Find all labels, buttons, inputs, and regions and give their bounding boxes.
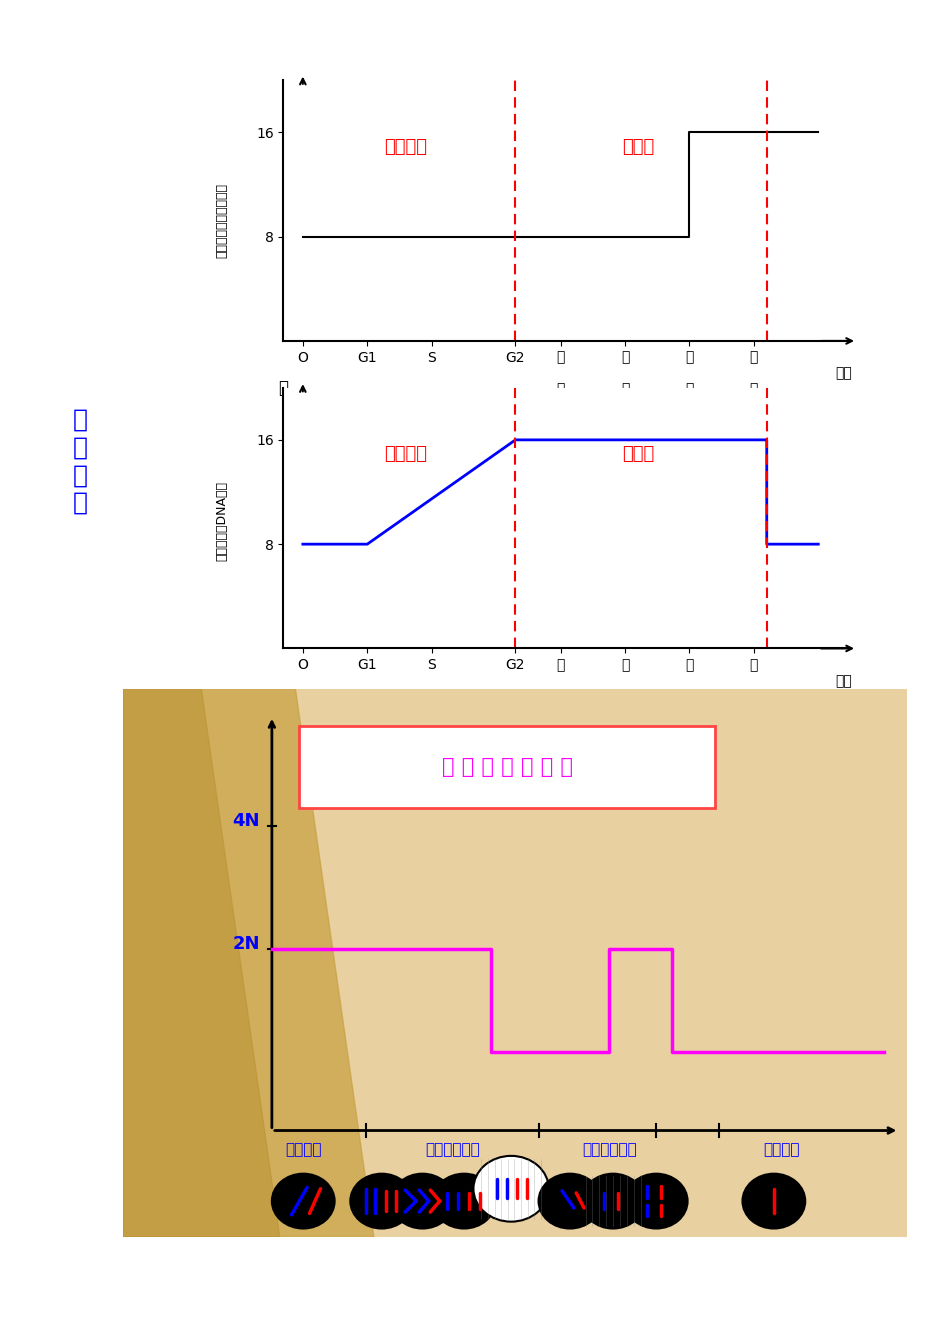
- Text: 分裂期: 分裂期: [621, 138, 653, 156]
- Text: 期: 期: [556, 690, 565, 703]
- Circle shape: [582, 1174, 644, 1229]
- Circle shape: [432, 1174, 495, 1229]
- Circle shape: [624, 1174, 687, 1229]
- Text: 一个细胞中染色体数量: 一个细胞中染色体数量: [215, 183, 228, 258]
- Circle shape: [391, 1174, 453, 1229]
- FancyBboxPatch shape: [299, 726, 715, 809]
- Text: 初级精母细胞: 初级精母细胞: [425, 1143, 480, 1158]
- Text: 期: 期: [749, 382, 757, 396]
- Circle shape: [742, 1174, 804, 1229]
- Text: 精原细胞: 精原细胞: [285, 1143, 321, 1158]
- Polygon shape: [123, 689, 279, 1237]
- Text: 乙: 乙: [278, 380, 288, 397]
- Text: 一个细胞中DNA数量: 一个细胞中DNA数量: [215, 481, 228, 562]
- Circle shape: [473, 1157, 548, 1222]
- Text: 有
丝
分
裂: 有 丝 分 裂: [73, 408, 88, 515]
- Text: 甲: 甲: [278, 687, 288, 705]
- Text: 染 色 体 变 化 曲 线: 染 色 体 变 化 曲 线: [441, 757, 572, 777]
- Text: 分裂间期: 分裂间期: [384, 138, 427, 156]
- Text: 期: 期: [684, 382, 693, 396]
- Text: 次级精母细胞: 次级精母细胞: [582, 1143, 636, 1158]
- Circle shape: [538, 1174, 600, 1229]
- Text: 精子细胞: 精子细胞: [763, 1143, 800, 1158]
- Text: 期: 期: [556, 382, 565, 396]
- Text: 4N: 4N: [232, 812, 260, 829]
- Text: 时间: 时间: [834, 674, 851, 689]
- Circle shape: [272, 1174, 334, 1229]
- Polygon shape: [123, 689, 374, 1237]
- Text: 分裂期: 分裂期: [621, 445, 653, 464]
- Text: 分裂间期: 分裂间期: [384, 445, 427, 464]
- Text: 期: 期: [620, 382, 629, 396]
- Text: 期: 期: [620, 690, 629, 703]
- Text: 时间: 时间: [834, 366, 851, 381]
- Text: 期: 期: [749, 690, 757, 703]
- Text: 期: 期: [684, 690, 693, 703]
- Circle shape: [350, 1174, 413, 1229]
- Text: 2N: 2N: [232, 935, 260, 953]
